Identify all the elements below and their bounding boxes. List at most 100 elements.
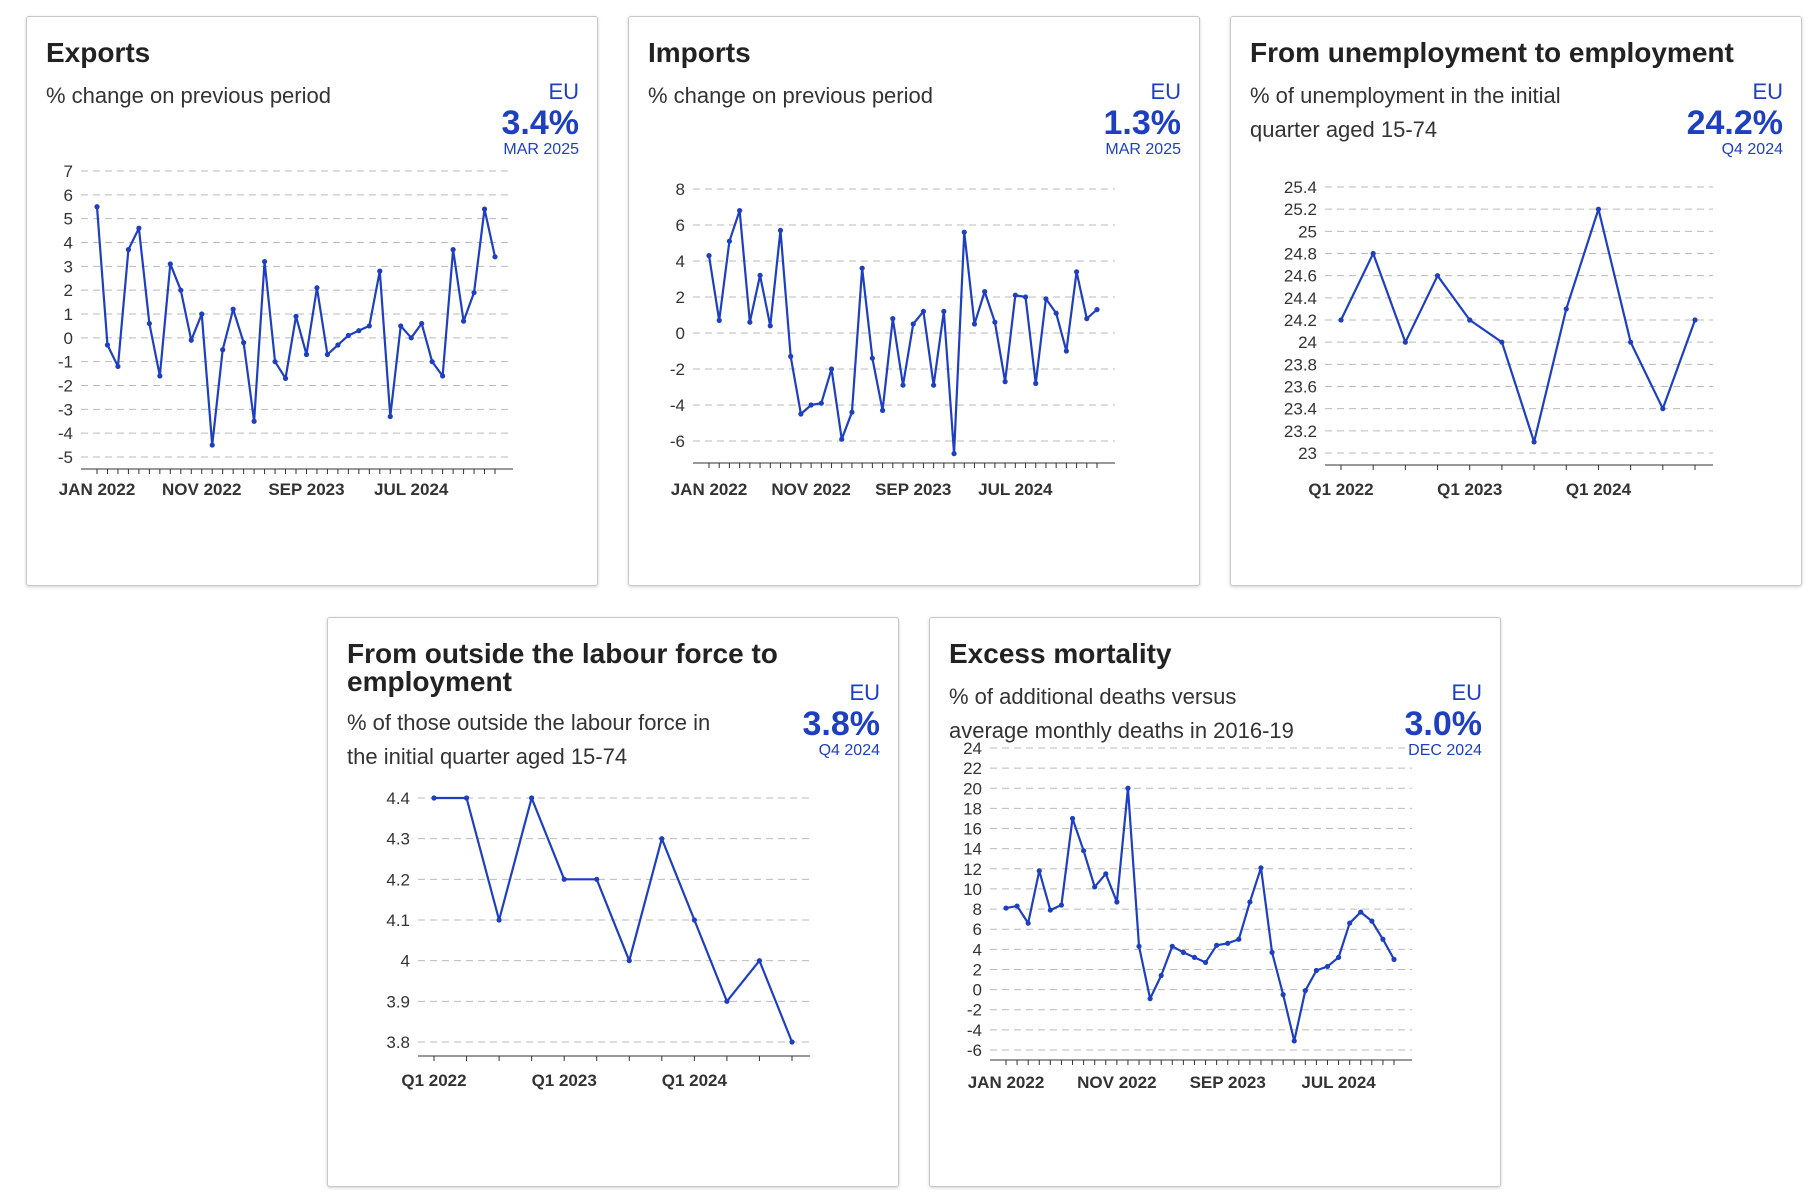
x-tick-label: JUL 2024 [978,480,1053,499]
data-point [1563,306,1569,312]
x-tick-label: NOV 2022 [771,480,850,499]
data-point [706,253,712,259]
data-point [429,359,435,365]
kpi-region: EU [849,680,880,705]
data-point [303,351,310,358]
y-tick-label: -6 [670,432,685,451]
y-tick-label: 4 [64,234,73,253]
data-point [1125,785,1131,791]
x-tick-label: JAN 2022 [671,480,748,499]
outside-labour-force-card: From outside the labour force to employm… [327,617,899,1187]
y-tick-label: -4 [58,424,73,443]
exports-card: Exports % change on previous period EU 3… [26,16,598,586]
x-tick-label: JAN 2022 [968,1073,1045,1092]
y-tick-label: 24.4 [1284,289,1317,308]
kpi-block: EU 3.0% DEC 2024 [1405,680,1483,760]
data-point [178,287,184,293]
data-point [1053,310,1059,316]
data-point [94,204,100,210]
data-point [561,876,567,882]
data-point [1280,992,1286,998]
y-tick-label: 24 [1298,333,1317,352]
y-tick-label: 24 [963,739,982,758]
y-tick-label: 6 [973,920,982,939]
data-point [440,373,446,379]
data-point [1063,348,1069,354]
data-point [1324,963,1331,970]
data-point [408,335,414,341]
kpi-value: 24.2% [1686,104,1783,142]
x-tick-label: Q1 2023 [532,1071,597,1090]
y-tick-label: 0 [973,981,982,1000]
data-point [1225,940,1231,946]
y-tick-label: 25.2 [1284,200,1317,219]
data-point [345,332,351,339]
data-point [492,254,498,260]
data-point [789,1039,795,1045]
data-point [1467,317,1473,323]
data-point [788,353,794,359]
y-tick-label: 23.2 [1284,422,1317,441]
data-point [167,261,173,267]
data-point [737,208,743,214]
y-tick-label: 7 [64,162,73,181]
data-point [377,268,383,274]
data-point [1058,902,1065,908]
data-point [387,413,393,420]
data-point [767,323,773,329]
data-point [136,225,142,231]
y-tick-label: 3 [64,257,73,276]
data-point [1402,339,1408,345]
y-tick-label: 16 [963,820,982,839]
data-point [230,306,236,312]
kpi-value: 3.0% [1404,705,1483,743]
exports-line-chart: -5 -4 -3 -2 -1 0 1 2 3 4 5 6 7 JAN 2022 NOV 2022 SEP 20… [58,162,513,499]
y-tick-label: 23 [1298,444,1317,463]
x-tick-label: SEP 2023 [875,480,951,499]
x-tick-label: JUL 2024 [1301,1073,1376,1092]
data-point [951,451,957,457]
data-point [1313,967,1319,974]
data-point [1335,954,1342,960]
card-title: From unemployment to employment [1250,37,1734,68]
data-point [324,351,331,358]
x-tick-label: JAN 2022 [59,480,136,499]
data-point [115,363,121,370]
data-point [1158,972,1164,979]
unemployment-to-employment-line-chart: 23 23.2 23.4 23.6 23.8 24 24.2 24.4 24.6 24.8 25 25… [1284,178,1713,499]
series-line [707,209,1098,455]
kpi-region: EU [1451,680,1482,705]
imports-line-chart: -6 -4 -2 0 2 4 6 8 JAN 2022 NOV 2022 SEP 2023 JUL 2… [670,180,1115,499]
data-point [1094,307,1100,313]
data-point [1660,406,1666,412]
data-point [199,311,205,317]
y-tick-label: 4.2 [386,870,410,889]
data-point [1214,942,1220,948]
kpi-period: Q4 2024 [1721,141,1783,158]
y-tick-label: -3 [58,400,73,419]
x-tick-label: NOV 2022 [1077,1073,1156,1092]
y-tick-label: 3.8 [386,1033,410,1052]
y-tick-label: 24.2 [1284,311,1317,330]
y-tick-label: -5 [58,448,73,467]
y-tick-label: 6 [676,216,685,235]
y-tick-label: 20 [963,779,982,798]
kpi-period: Q4 2024 [818,742,880,759]
data-point [992,319,998,325]
data-point [209,442,215,448]
outside-labour-force-line-chart: 3.8 3.9 4 4.1 4.2 4.3 4.4 Q1 2022 Q1 2023 Q1 2024 [386,789,810,1090]
data-point [1380,936,1386,942]
y-tick-label: 4.1 [386,911,410,930]
y-tick-label: -2 [58,377,73,396]
y-tick-label: 4 [973,940,982,959]
data-point [272,359,278,365]
data-point [1347,920,1353,926]
series-line [1005,787,1395,1043]
data-point [659,836,665,842]
y-tick-label: 0 [676,324,685,343]
x-tick-label: Q1 2022 [1308,480,1373,499]
card-subtitle: % of those outside the labour force in t… [347,710,711,769]
data-point [1003,905,1009,911]
data-point [481,206,488,212]
